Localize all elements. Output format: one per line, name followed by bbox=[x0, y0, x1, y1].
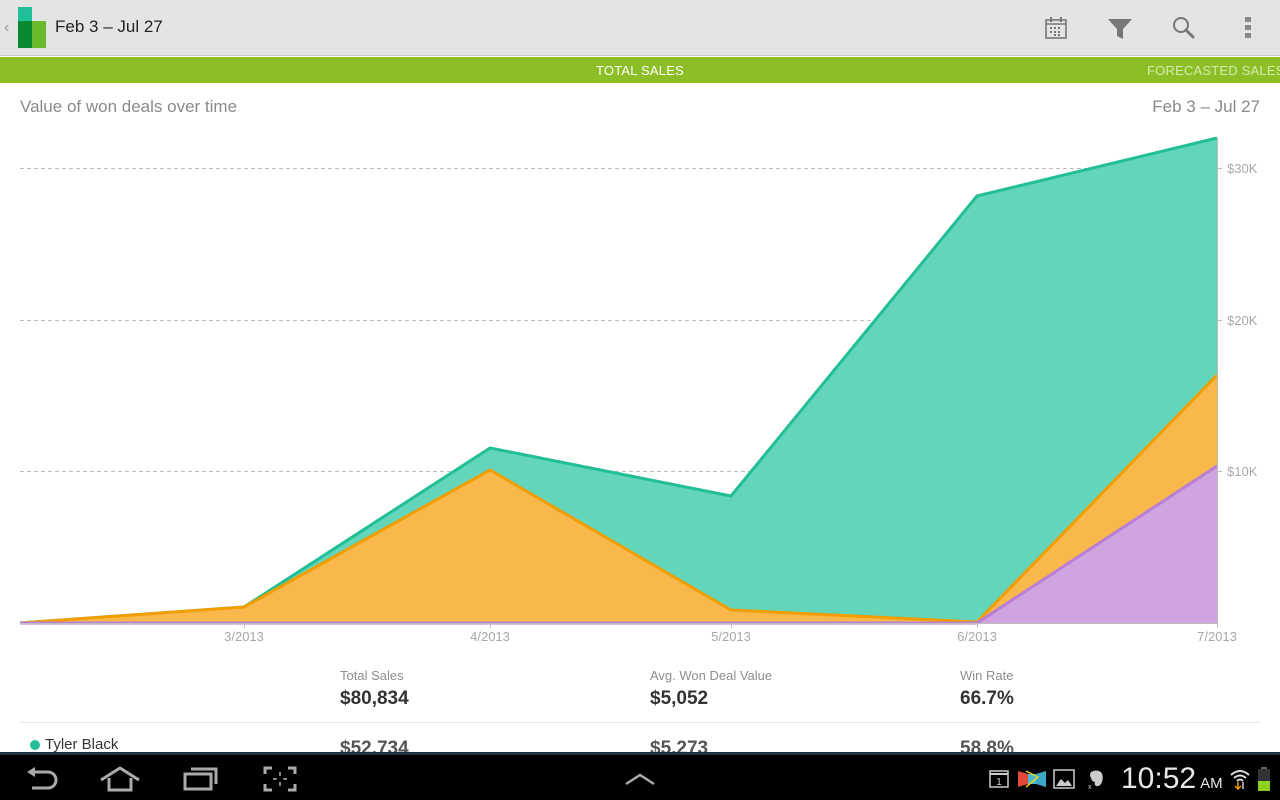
system-nav-bar: 1 x 10:52 AM bbox=[0, 752, 1280, 800]
status-clock: 10:52 AM bbox=[1121, 762, 1223, 796]
chart-title: Value of won deals over time bbox=[20, 97, 238, 116]
y-tick-10k: $10K bbox=[1227, 464, 1258, 479]
evernote-icon[interactable]: x bbox=[1084, 763, 1108, 795]
clock-ampm: AM bbox=[1200, 775, 1223, 792]
search-icon[interactable] bbox=[1168, 12, 1200, 44]
x-tick-3-2013: 3/2013 bbox=[224, 629, 264, 644]
svg-text:x: x bbox=[1088, 784, 1092, 790]
total-sales-label: Total Sales bbox=[340, 668, 404, 683]
screenshot-icon[interactable] bbox=[260, 763, 300, 795]
back-caret-icon[interactable]: ‹ bbox=[4, 19, 10, 36]
tab-forecasted-sales[interactable]: FORECASTED SALES bbox=[1147, 63, 1280, 78]
calendar-notification-icon[interactable]: 1 bbox=[988, 763, 1010, 795]
chevron-up-icon[interactable] bbox=[622, 763, 658, 795]
avg-deal-value: $5,052 bbox=[650, 688, 709, 709]
action-bar: ‹ Feb 3 – Jul 27 bbox=[0, 0, 1280, 56]
x-tick-6-2013: 6/2013 bbox=[957, 629, 997, 644]
battery-icon bbox=[1256, 763, 1272, 795]
x-tick-4-2013: 4/2013 bbox=[470, 629, 510, 644]
total-sales-value: $80,834 bbox=[340, 688, 409, 709]
app-logo-icon[interactable] bbox=[18, 7, 47, 49]
tab-total-sales[interactable]: TOTAL SALES bbox=[596, 63, 684, 78]
win-rate-label: Win Rate bbox=[960, 668, 1014, 683]
y-tick-20k: $20K bbox=[1227, 313, 1258, 328]
series-purple-area bbox=[20, 466, 1217, 623]
date-range-title[interactable]: Feb 3 – Jul 27 bbox=[55, 17, 163, 36]
recent-apps-icon[interactable] bbox=[180, 763, 220, 795]
series-teal-area bbox=[20, 138, 1217, 623]
x-tick-5-2013: 5/2013 bbox=[711, 629, 751, 644]
row-name: Tyler Black bbox=[45, 736, 119, 753]
clock-time: 10:52 bbox=[1121, 762, 1197, 795]
gallery-icon[interactable] bbox=[1052, 763, 1076, 795]
home-icon[interactable] bbox=[98, 763, 142, 795]
overflow-menu-icon[interactable] bbox=[1232, 12, 1264, 44]
calendar-icon[interactable] bbox=[1040, 12, 1072, 44]
win-rate-value: 66.7% bbox=[960, 688, 1014, 709]
x-tick-7-2013: 7/2013 bbox=[1197, 629, 1237, 644]
app-notification-icon[interactable] bbox=[1016, 763, 1048, 795]
series-orange-line bbox=[19, 373, 1219, 625]
area-chart[interactable] bbox=[0, 0, 1280, 660]
avg-deal-label: Avg. Won Deal Value bbox=[650, 668, 773, 683]
legend-dot-icon bbox=[30, 740, 40, 750]
chart-date-range: Feb 3 – Jul 27 bbox=[1152, 97, 1260, 116]
y-tick-30k: $30K bbox=[1227, 161, 1258, 176]
summary-divider bbox=[20, 722, 1260, 723]
filter-icon[interactable] bbox=[1104, 12, 1136, 44]
back-icon[interactable] bbox=[22, 763, 62, 795]
svg-text:1: 1 bbox=[996, 777, 1002, 788]
tab-bar: TOTAL SALES FORECASTED SALES bbox=[0, 57, 1280, 83]
wifi-icon bbox=[1228, 763, 1252, 795]
